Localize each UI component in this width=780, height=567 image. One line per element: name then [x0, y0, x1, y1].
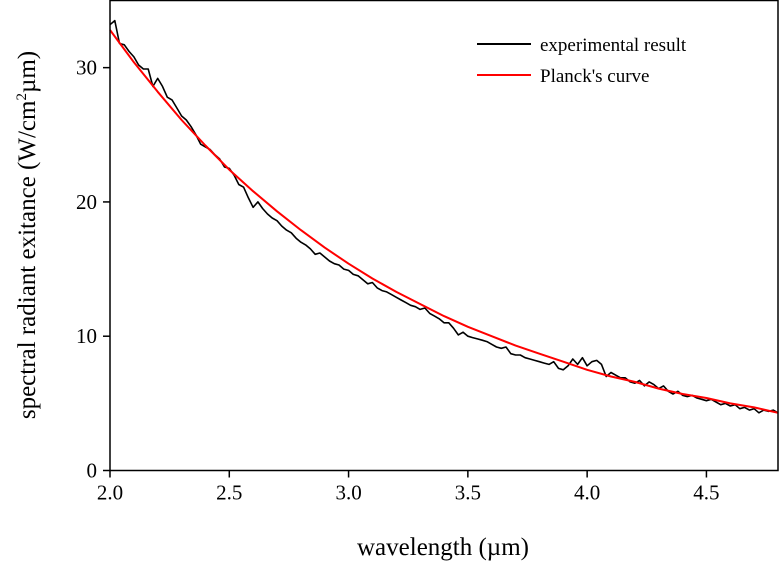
- series-line-planck: [109, 29, 779, 414]
- legend-label-experimental: experimental result: [540, 35, 687, 56]
- y-tick-label: 0: [87, 459, 98, 483]
- y-axis-title-superscript: 2: [14, 93, 30, 101]
- plot-frame: [109, 0, 779, 472]
- axis-ticks: 2.0 2.5 3.0 3.5 4.0 4.5 0 10 20 30: [76, 56, 720, 505]
- legend-label-planck: Planck's curve: [540, 66, 649, 87]
- x-tick-label: 3.0: [335, 481, 361, 505]
- y-tick-label: 10: [76, 324, 97, 348]
- x-tick-label: 4.5: [693, 481, 719, 505]
- y-axis-title: spectral radiant exitance (W/cm2µm): [14, 51, 41, 419]
- x-axis-title: wavelength (µm): [357, 534, 529, 561]
- y-axis-title-tail: µm): [14, 51, 41, 93]
- x-tick-label: 4.0: [574, 481, 600, 505]
- x-tick-label: 3.5: [455, 481, 481, 505]
- series-line-experimental: [109, 19, 779, 414]
- x-tick-label: 2.5: [216, 481, 242, 505]
- y-axis-title-main: spectral radiant exitance (W/cm: [14, 100, 41, 419]
- legend: experimental result Planck's curve: [477, 35, 687, 87]
- x-tick-label: 2.0: [97, 481, 123, 505]
- y-tick-label: 20: [76, 190, 97, 214]
- plot-area: [109, 19, 779, 414]
- y-tick-label: 30: [76, 56, 97, 80]
